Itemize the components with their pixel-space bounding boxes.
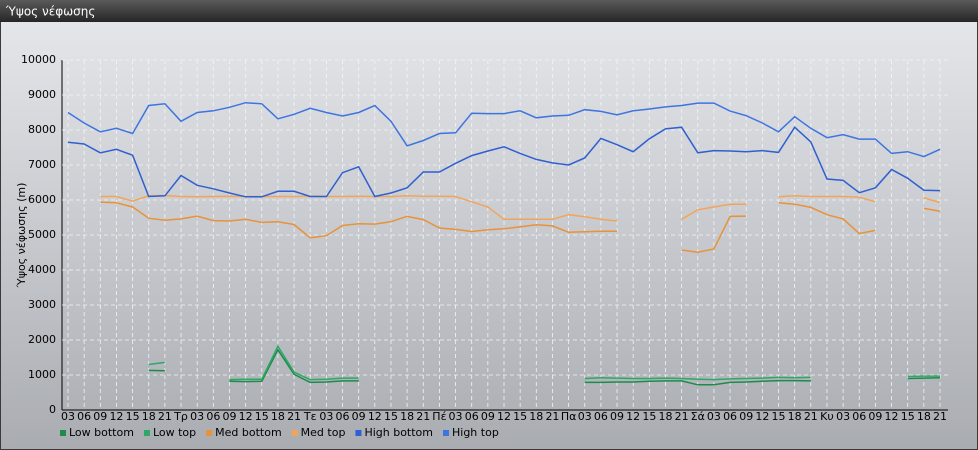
series-line	[148, 348, 941, 386]
y-tick-label: 9000	[28, 88, 56, 101]
x-tick-label: Τρ	[173, 410, 188, 423]
x-tick-label: 06	[336, 410, 350, 423]
window-title: Ύψος νέφωσης	[5, 5, 95, 19]
series-line	[67, 126, 941, 198]
y-tick-label: 5000	[28, 228, 56, 241]
x-tick-label: 15	[384, 410, 398, 423]
x-tick-label: 18	[400, 410, 414, 423]
x-tick-label: 15	[513, 410, 527, 423]
y-tick-label: 4000	[28, 263, 56, 276]
x-tick-label: 12	[885, 410, 899, 423]
x-tick-label: 09	[868, 410, 882, 423]
x-tick-label: 15	[126, 410, 140, 423]
chart-background	[1, 22, 977, 449]
y-tick-label: 6000	[28, 193, 56, 206]
legend-swatch	[206, 430, 213, 436]
legend-swatch	[143, 430, 150, 436]
x-tick-label: 12	[368, 410, 382, 423]
x-tick-label: 18	[142, 410, 156, 423]
x-tick-label: 18	[529, 410, 543, 423]
x-tick-label: 09	[352, 410, 366, 423]
x-tick-label: 09	[739, 410, 753, 423]
y-tick-label: 7000	[28, 158, 56, 171]
x-tick-label: 09	[610, 410, 624, 423]
legend-label: Med top	[301, 426, 346, 439]
x-tick-label: 18	[271, 410, 285, 423]
x-tick-label: Τε	[303, 410, 317, 423]
x-tick-label: 03	[61, 410, 75, 423]
x-tick-label: 15	[901, 410, 915, 423]
x-tick-label: 09	[222, 410, 236, 423]
x-tick-label: 21	[158, 410, 172, 423]
legend-swatch	[291, 430, 298, 436]
x-tick-label: 06	[723, 410, 737, 423]
x-tick-label: Κυ	[820, 410, 834, 423]
legend-swatch	[443, 430, 449, 436]
x-tick-label: 06	[852, 410, 866, 423]
legend-swatch	[60, 430, 66, 436]
x-tick-label: 21	[287, 410, 301, 423]
x-tick-label: 15	[255, 410, 269, 423]
x-tick-label: 12	[109, 410, 123, 423]
x-tick-label: 21	[545, 410, 559, 423]
y-tick-label: 8000	[28, 123, 56, 136]
x-tick-label: 12	[497, 410, 511, 423]
x-tick-label: 18	[917, 410, 931, 423]
x-tick-label: 21	[804, 410, 818, 423]
series-line	[100, 201, 941, 253]
legend-label: High top	[452, 426, 499, 439]
x-tick-label: Πα	[561, 410, 577, 423]
x-tick-label: 03	[836, 410, 850, 423]
y-axis-label: Ύψος νέφωσης (m)	[15, 183, 28, 289]
x-tick-label: 21	[675, 410, 689, 423]
x-tick-label: 15	[772, 410, 786, 423]
legend-swatch	[355, 430, 362, 436]
x-tick-label: 09	[481, 410, 495, 423]
series-line	[100, 194, 941, 222]
x-tick-label: 03	[707, 410, 721, 423]
x-tick-label: 21	[933, 410, 947, 423]
x-tick-label: Πέ	[432, 410, 446, 423]
y-tick-label: 10000	[21, 53, 56, 66]
x-tick-label: Σά	[691, 410, 705, 423]
x-tick-label: 12	[239, 410, 253, 423]
series-line	[67, 101, 941, 158]
x-tick-label: 09	[93, 410, 107, 423]
x-tick-label: 12	[755, 410, 769, 423]
x-tick-label: 03	[578, 410, 592, 423]
x-tick-label: 03	[319, 410, 333, 423]
title-bar	[0, 0, 978, 22]
y-tick-label: 0	[49, 403, 56, 416]
x-tick-label: 21	[416, 410, 430, 423]
x-tick-label: 18	[788, 410, 802, 423]
x-tick-label: 12	[626, 410, 640, 423]
y-tick-label: 2000	[28, 333, 56, 346]
x-tick-label: 03	[190, 410, 204, 423]
series-line	[148, 344, 940, 381]
x-tick-label: 18	[658, 410, 672, 423]
x-tick-label: 03	[449, 410, 463, 423]
x-tick-label: 06	[465, 410, 479, 423]
legend-label: Med bottom	[215, 426, 282, 439]
y-tick-label: 3000	[28, 298, 56, 311]
x-tick-label: 06	[594, 410, 608, 423]
legend-label: Low top	[153, 426, 196, 439]
x-tick-label: 15	[642, 410, 656, 423]
x-tick-label: 06	[77, 410, 91, 423]
y-tick-label: 1000	[28, 368, 56, 381]
x-tick-label: 06	[206, 410, 220, 423]
legend-label: High bottom	[364, 426, 433, 439]
legend-label: Low bottom	[69, 426, 134, 439]
